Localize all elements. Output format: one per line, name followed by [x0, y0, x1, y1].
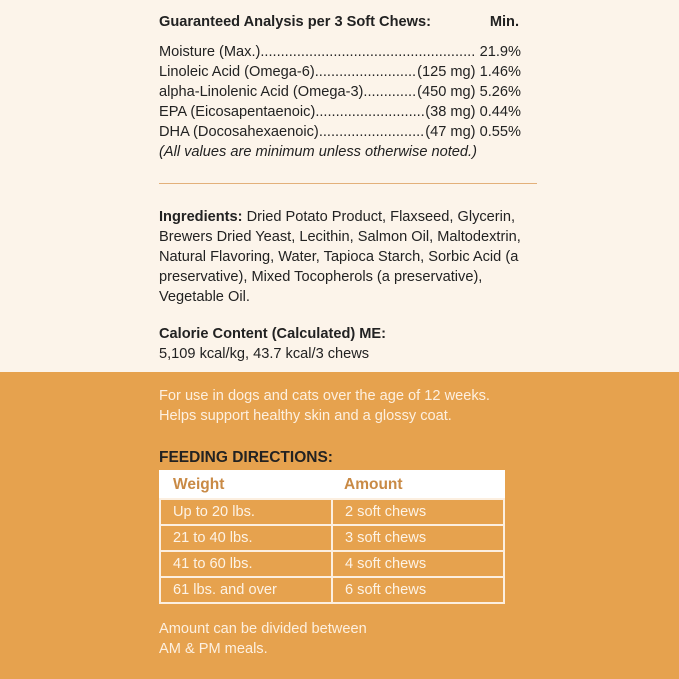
analysis-row: DHA (Docosahexaenoic) (47 mg) 0.55% [159, 122, 521, 142]
analysis-title: Guaranteed Analysis per 3 Soft Chews: [159, 14, 431, 30]
nutrient-name: alpha-Linolenic Acid (Omega-3) [159, 84, 364, 100]
dot-leader [315, 102, 425, 122]
weight-cell: 61 lbs. and over [159, 576, 333, 604]
amount-cell: 4 soft chews [331, 550, 505, 578]
calorie-value: 5,109 kcal/kg, 43.7 kcal/3 chews [159, 346, 370, 362]
feeding-note-line: AM & PM meals. [159, 641, 268, 657]
nutrient-amount: (125 mg) [417, 64, 476, 80]
usage-line: For use in dogs and cats over the age of… [159, 388, 490, 404]
usage-text: For use in dogs and cats over the age of… [159, 386, 490, 426]
usage-line: Helps support healthy skin and a glossy … [159, 408, 452, 424]
amount-cell: 3 soft chews [331, 524, 505, 552]
ingredients: Ingredients: Dried Potato Product, Flaxs… [159, 207, 539, 307]
nutrient-amount: (47 mg) [425, 124, 476, 140]
dot-leader [363, 82, 417, 102]
feeding-note: Amount can be divided between AM & PM me… [159, 619, 367, 659]
amount-cell: 2 soft chews [331, 498, 505, 526]
analysis-row: Linoleic Acid (Omega-6) (125 mg) 1.46% [159, 62, 521, 82]
amount-cell: 6 soft chews [331, 576, 505, 604]
weight-cell: 21 to 40 lbs. [159, 524, 333, 552]
table-row: 21 to 40 lbs. 3 soft chews [159, 524, 505, 552]
calorie-label: Calorie Content (Calculated) ME: [159, 326, 387, 342]
nutrient-value: 1.46% [479, 64, 521, 80]
analysis-row: alpha-Linolenic Acid (Omega-3) (450 mg) 5… [159, 82, 521, 102]
analysis-row: EPA (Eicosapentaenoic) (38 mg) 0.44% [159, 102, 521, 122]
header-amount: Amount [332, 471, 504, 499]
nutrient-name: Linoleic Acid (Omega-6) [159, 64, 315, 80]
dot-leader [260, 42, 475, 62]
weight-cell: 41 to 60 lbs. [159, 550, 333, 578]
nutrient-value: 21.9% [479, 44, 521, 60]
header-weight: Weight [160, 471, 332, 499]
ingredients-text: Dried Potato Product, Flaxseed, Glycerin… [159, 209, 521, 305]
analysis-row: Moisture (Max.) 21.9% [159, 42, 521, 62]
feeding-note-line: Amount can be divided between [159, 621, 367, 637]
calorie-content: Calorie Content (Calculated) ME: 5,109 k… [159, 324, 386, 364]
feeding-title: FEEDING DIRECTIONS: [159, 449, 333, 466]
table-row: 61 lbs. and over 6 soft chews [159, 576, 505, 604]
nutrient-amount: (450 mg) [417, 84, 476, 100]
feeding-table: Weight Amount Up to 20 lbs. 2 soft chews 2… [159, 470, 505, 604]
analysis-column-label: Min. [489, 14, 519, 30]
nutrient-amount: (38 mg) [425, 104, 476, 120]
analysis-note: (All values are minimum unless otherwise… [159, 144, 477, 160]
analysis-heading: Guaranteed Analysis per 3 Soft Chews: Mi… [159, 14, 519, 30]
nutrient-name: EPA (Eicosapentaenoic) [159, 104, 316, 120]
dot-leader [319, 122, 425, 142]
nutrient-value: 0.55% [479, 124, 521, 140]
nutrient-value: 5.26% [479, 84, 521, 100]
table-row: 41 to 60 lbs. 4 soft chews [159, 550, 505, 578]
weight-cell: Up to 20 lbs. [159, 498, 333, 526]
analysis-list: Moisture (Max.) 21.9%Linoleic Acid (Omeg… [159, 42, 521, 162]
ingredients-label: Ingredients: [159, 209, 243, 225]
nutrient-value: 0.44% [479, 104, 521, 120]
nutrient-name: DHA (Docosahexaenoic) [159, 124, 319, 140]
divider [159, 183, 537, 184]
nutrient-name: Moisture (Max.) [159, 44, 261, 60]
table-row: Up to 20 lbs. 2 soft chews [159, 498, 505, 526]
dot-leader [315, 62, 417, 82]
